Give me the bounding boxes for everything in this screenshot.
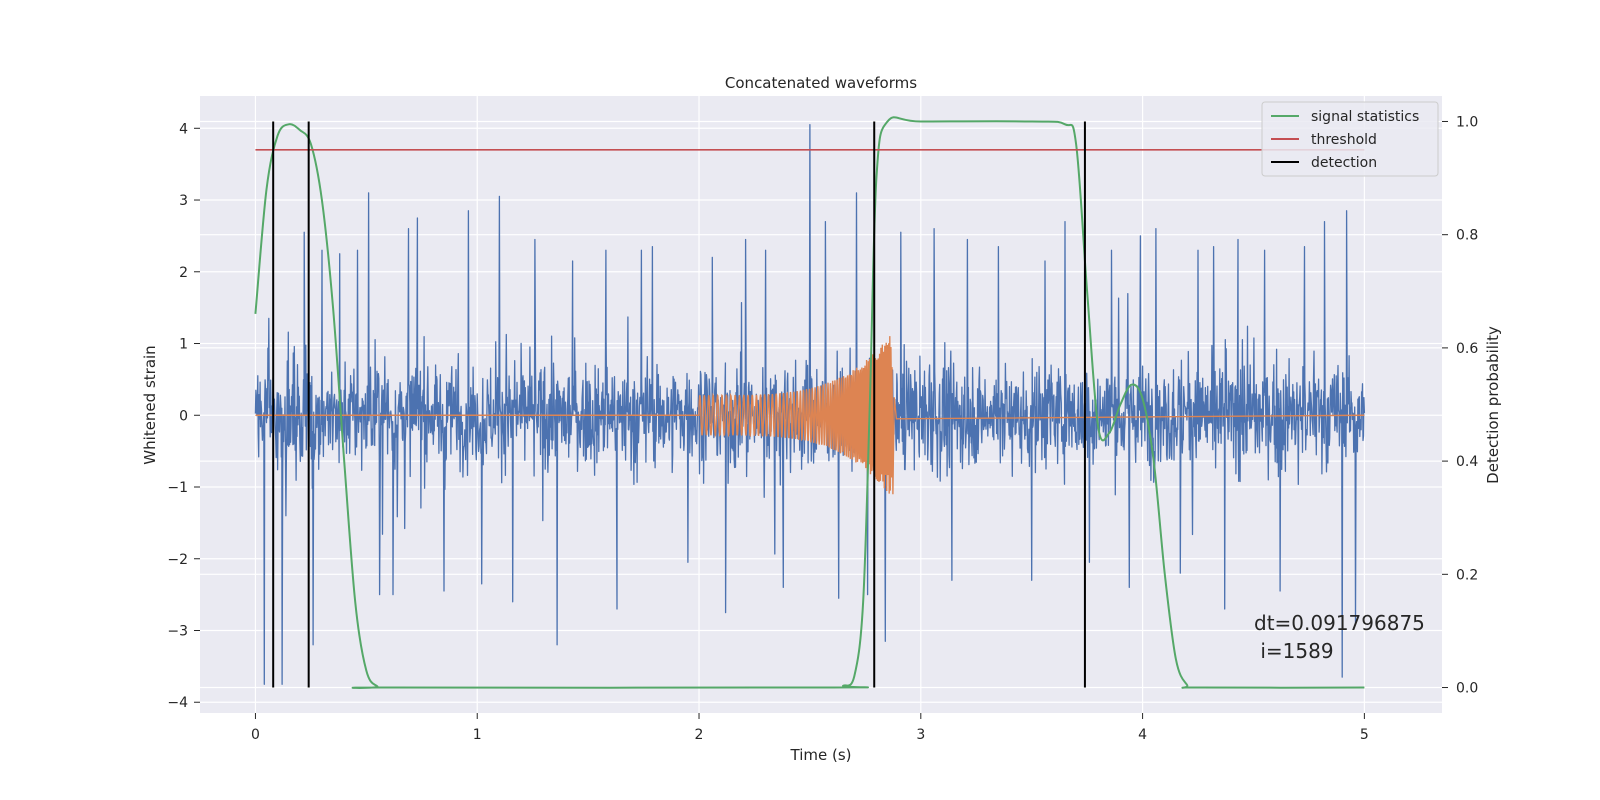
chart-title: Concatenated waveforms bbox=[725, 74, 917, 92]
legend-box bbox=[1261, 101, 1439, 177]
y-axis-label-right: Detection probability bbox=[1484, 326, 1502, 484]
y-tick-label: 0 bbox=[179, 408, 188, 424]
x-tick-label: 1 bbox=[473, 727, 482, 743]
y-tick-label-right: 0.0 bbox=[1456, 681, 1478, 697]
legend: signal statistics threshold detection bbox=[1261, 101, 1439, 177]
x-tick-label: 2 bbox=[695, 727, 704, 743]
x-tick-label: 5 bbox=[1360, 727, 1369, 743]
waveform-series bbox=[255, 336, 1365, 495]
legend-label-signal-statistics: signal statistics bbox=[1311, 109, 1419, 125]
y-tick-label: −4 bbox=[167, 695, 188, 711]
y-tick-label-right: 0.6 bbox=[1456, 341, 1478, 357]
strain-series bbox=[254, 124, 1366, 685]
y-axis-label: Whitened strain bbox=[141, 345, 159, 464]
y-tick-label: −2 bbox=[167, 552, 188, 568]
x-axis-label: Time (s) bbox=[790, 746, 852, 764]
legend-label-detection: detection bbox=[1311, 155, 1377, 171]
y-tick-label-right: 0.4 bbox=[1456, 454, 1478, 470]
y-tick-label: 3 bbox=[179, 193, 188, 209]
strain-line bbox=[254, 124, 1366, 685]
y-tick-label: −1 bbox=[167, 480, 188, 496]
x-tick-label: 4 bbox=[1138, 727, 1147, 743]
x-tick-label: 0 bbox=[251, 727, 260, 743]
annotation-dt: dt=0.091796875 bbox=[1254, 611, 1425, 635]
signal-statistics-line bbox=[254, 116, 1365, 689]
x-tick-label: 3 bbox=[916, 727, 925, 743]
y-tick-label: 1 bbox=[179, 337, 188, 353]
annotation-index: i=1589 bbox=[1254, 639, 1334, 663]
y-tick-label-right: 1.0 bbox=[1456, 114, 1478, 130]
waveform-line bbox=[255, 336, 1365, 495]
y-tick-label: 2 bbox=[179, 265, 188, 281]
ticks: 0 1 2 3 4 5 −4 −3 −2 −1 0 1 2 3 4 0.0 0.2 0.4 0.6 0.8 1.0 bbox=[167, 114, 1478, 743]
y-tick-label-right: 0.2 bbox=[1456, 567, 1478, 583]
signal-statistics-series bbox=[254, 116, 1365, 689]
y-tick-label-right: 0.8 bbox=[1456, 228, 1478, 244]
legend-label-threshold: threshold bbox=[1311, 132, 1377, 148]
y-tick-label: −3 bbox=[167, 623, 188, 639]
detection-lines bbox=[272, 121, 1086, 688]
y-tick-label: 4 bbox=[179, 121, 188, 137]
